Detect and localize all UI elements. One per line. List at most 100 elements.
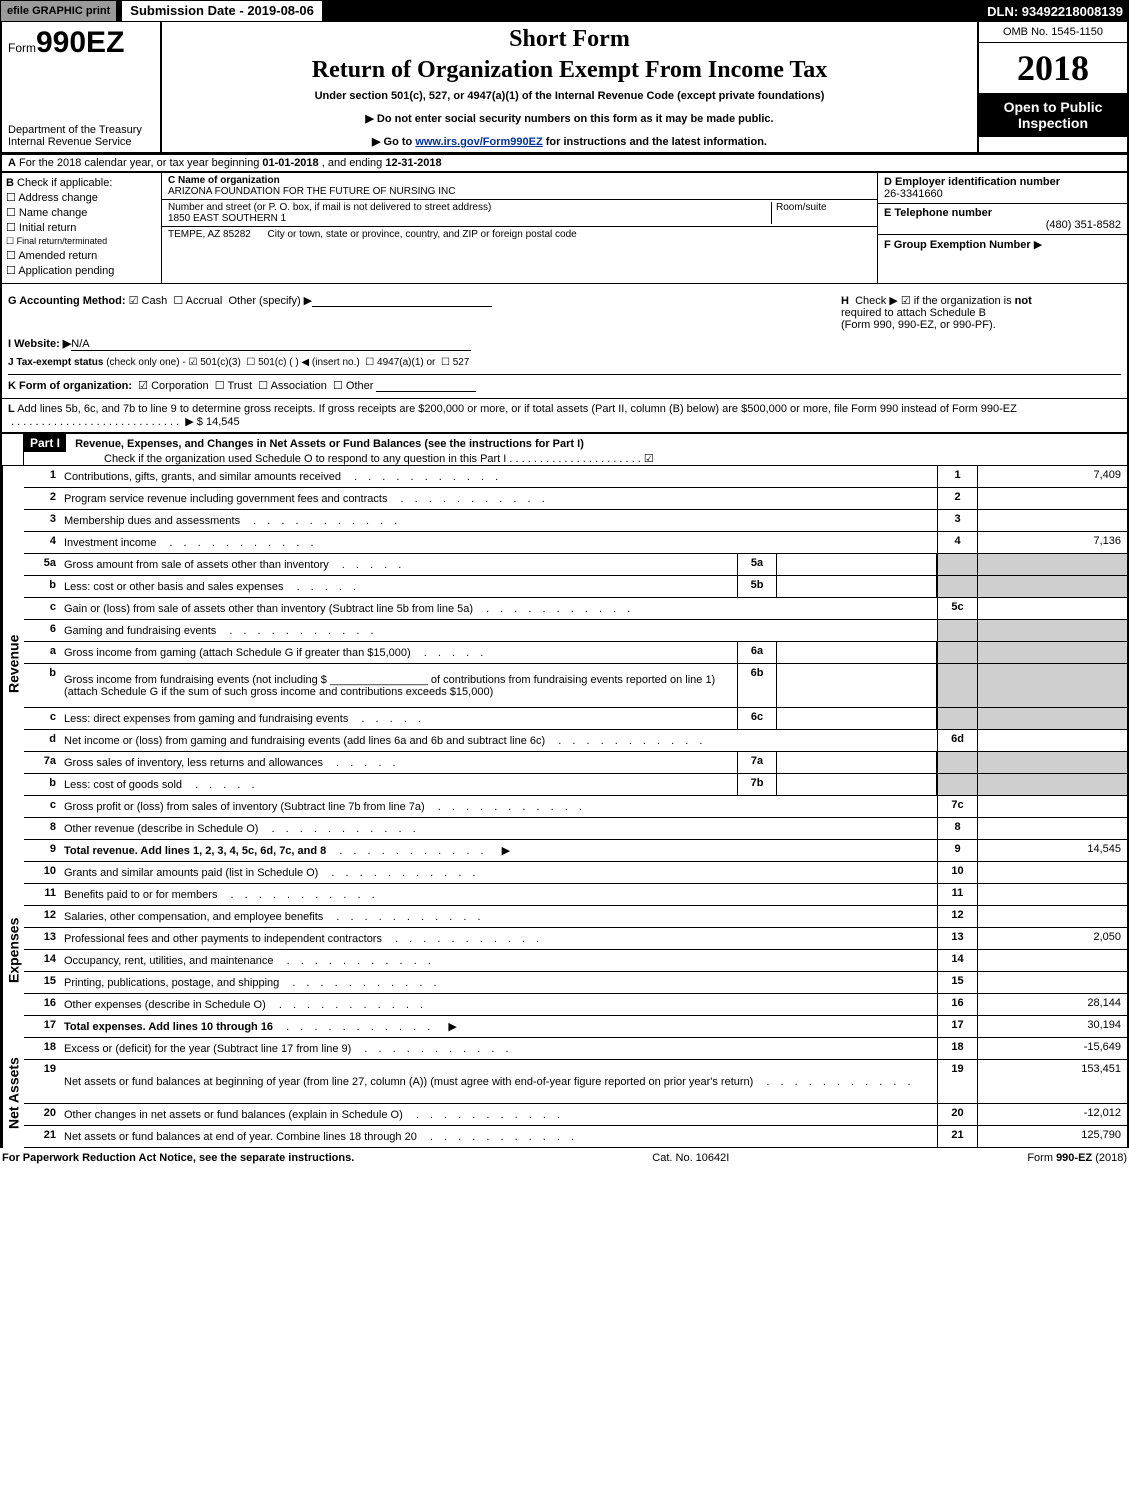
line-box: 20 xyxy=(937,1104,977,1125)
line-num: c xyxy=(24,796,60,817)
subline-val xyxy=(777,708,937,729)
line-num: b xyxy=(24,774,60,795)
line-num: 7a xyxy=(24,752,60,773)
line-box: 17 xyxy=(937,1016,977,1037)
line-box: 3 xyxy=(937,510,977,531)
line-desc: Investment income . . . . . . . . . . . xyxy=(60,532,937,553)
line-box: 12 xyxy=(937,906,977,927)
table-row: cGross profit or (loss) from sales of in… xyxy=(2,796,1127,818)
line-val xyxy=(977,708,1127,729)
line-box: 8 xyxy=(937,818,977,839)
check-501c[interactable]: ☐ xyxy=(246,357,255,368)
table-row: 20Other changes in net assets or fund ba… xyxy=(2,1104,1127,1126)
line-val xyxy=(977,796,1127,817)
omb-number: OMB No. 1545-1150 xyxy=(979,22,1127,43)
subline-num: 5a xyxy=(737,554,777,575)
line-val: 28,144 xyxy=(977,994,1127,1015)
table-row: 16Other expenses (describe in Schedule O… xyxy=(2,994,1127,1016)
line-val: 153,451 xyxy=(977,1060,1127,1103)
side-label: Revenue xyxy=(2,466,24,862)
section-b: B Check if applicable: ☐ Address change … xyxy=(0,173,1129,284)
submission-date: Submission Date - 2019-08-06 xyxy=(121,0,323,22)
subline-num: 7a xyxy=(737,752,777,773)
line-val xyxy=(977,972,1127,993)
table-row: cGain or (loss) from sale of assets othe… xyxy=(2,598,1127,620)
form-prefix: Form xyxy=(8,41,36,55)
table-row: aGross income from gaming (attach Schedu… xyxy=(2,642,1127,664)
under-section: Under section 501(c), 527, or 4947(a)(1)… xyxy=(172,90,967,102)
part1-table: 1Contributions, gifts, grants, and simil… xyxy=(0,466,1129,1148)
gross-receipts: $ 14,545 xyxy=(197,416,240,428)
line-num: 6 xyxy=(24,620,60,641)
short-form-title: Short Form xyxy=(172,26,967,53)
table-row: 9Total revenue. Add lines 1, 2, 3, 4, 5c… xyxy=(2,840,1127,862)
line-desc: Grants and similar amounts paid (list in… xyxy=(60,862,937,883)
efile-print-button[interactable]: efile GRAPHIC print xyxy=(0,0,117,22)
check-h[interactable]: ☑ xyxy=(901,295,911,307)
open-to-public: Open to Public Inspection xyxy=(979,93,1127,137)
check-final-return[interactable]: ☐ Final return/terminated xyxy=(6,236,157,247)
dept-treasury: Department of the Treasury xyxy=(8,124,154,136)
line-num: 12 xyxy=(24,906,60,927)
line-desc: Other revenue (describe in Schedule O) .… xyxy=(60,818,937,839)
line-desc: Gross profit or (loss) from sales of inv… xyxy=(60,796,937,817)
check-schedule-o[interactable]: ☑ xyxy=(644,453,654,465)
line-desc: Total revenue. Add lines 1, 2, 3, 4, 5c,… xyxy=(60,840,937,861)
table-row: 2Program service revenue including gover… xyxy=(2,488,1127,510)
line-desc: Gross income from gaming (attach Schedul… xyxy=(60,642,737,663)
line-num: 21 xyxy=(24,1126,60,1147)
check-application-pending[interactable]: ☐ Application pending xyxy=(6,264,157,277)
check-initial-return[interactable]: ☐ Initial return xyxy=(6,221,157,234)
table-row: bLess: cost of goods sold . . . . .7b xyxy=(2,774,1127,796)
table-row: 7aGross sales of inventory, less returns… xyxy=(2,752,1127,774)
line-desc: Net income or (loss) from gaming and fun… xyxy=(60,730,937,751)
line-num: 13 xyxy=(24,928,60,949)
check-amended-return[interactable]: ☐ Amended return xyxy=(6,249,157,262)
line-val xyxy=(977,884,1127,905)
line-desc: Contributions, gifts, grants, and simila… xyxy=(60,466,937,487)
line-val xyxy=(977,664,1127,707)
line-num: c xyxy=(24,708,60,729)
line-box xyxy=(937,620,977,641)
irs-link[interactable]: www.irs.gov/Form990EZ xyxy=(415,136,542,148)
line-desc: Gain or (loss) from sale of assets other… xyxy=(60,598,937,619)
ein: 26-3341660 xyxy=(884,188,1121,200)
table-row: 11Benefits paid to or for members . . . … xyxy=(2,884,1127,906)
line-box xyxy=(937,576,977,597)
check-accrual[interactable]: ☐ xyxy=(173,295,183,307)
table-row: 18Excess or (deficit) for the year (Subt… xyxy=(2,1038,1127,1060)
line-num: 1 xyxy=(24,466,60,487)
line-desc: Gaming and fundraising events . . . . . … xyxy=(60,620,937,641)
check-other-org[interactable]: ☐ xyxy=(333,380,343,392)
line-num: 20 xyxy=(24,1104,60,1125)
tax-year: 2018 xyxy=(979,43,1127,93)
line-num: 19 xyxy=(24,1060,60,1103)
check-527[interactable]: ☐ xyxy=(441,357,450,368)
check-name-change[interactable]: ☐ Name change xyxy=(6,206,157,219)
line-num: 10 xyxy=(24,862,60,883)
line-num: 11 xyxy=(24,884,60,905)
side-label: Expenses xyxy=(2,862,24,1038)
check-4947[interactable]: ☐ xyxy=(365,357,374,368)
table-row: 6Gaming and fundraising events . . . . .… xyxy=(2,620,1127,642)
line-num: 14 xyxy=(24,950,60,971)
line-val: 7,136 xyxy=(977,532,1127,553)
line-val: -15,649 xyxy=(977,1038,1127,1059)
line-desc: Professional fees and other payments to … xyxy=(60,928,937,949)
dln-number: DLN: 93492218008139 xyxy=(987,4,1129,19)
line-num: 2 xyxy=(24,488,60,509)
check-address-change[interactable]: ☐ Address change xyxy=(6,191,157,204)
check-trust[interactable]: ☐ xyxy=(215,380,225,392)
line-val xyxy=(977,510,1127,531)
check-association[interactable]: ☐ xyxy=(258,380,268,392)
check-501c3[interactable]: ☑ xyxy=(188,357,197,368)
line-desc: Net assets or fund balances at beginning… xyxy=(60,1060,937,1103)
check-cash[interactable]: ☑ xyxy=(129,295,139,307)
line-val xyxy=(977,488,1127,509)
line-desc: Total expenses. Add lines 10 through 16 … xyxy=(60,1016,937,1037)
line-val: 30,194 xyxy=(977,1016,1127,1037)
line-box: 19 xyxy=(937,1060,977,1103)
check-corporation[interactable]: ☑ xyxy=(138,380,148,392)
line-desc: Printing, publications, postage, and shi… xyxy=(60,972,937,993)
line-box xyxy=(937,642,977,663)
